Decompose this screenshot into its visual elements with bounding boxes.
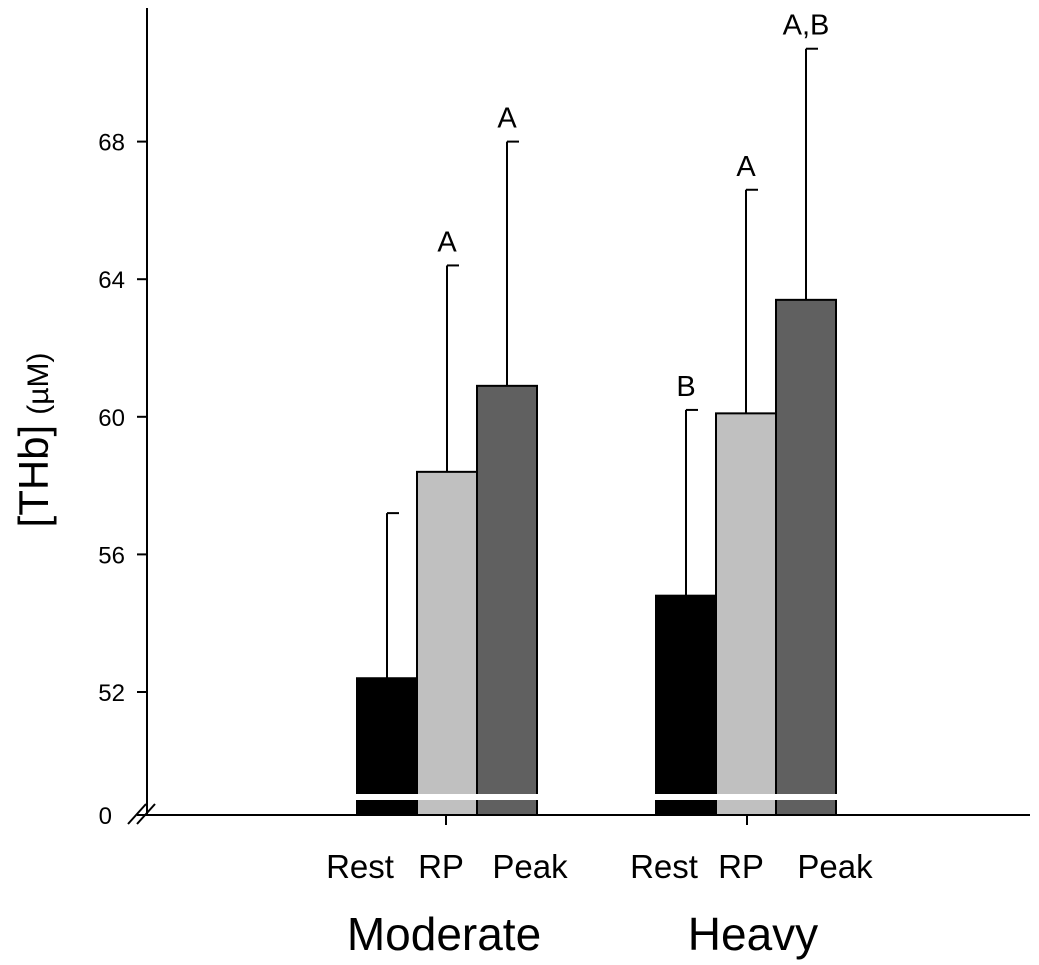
y-tick-label: 60 [98,405,125,432]
bar-heavy-rest [655,594,717,816]
bar-category-label: Rest [326,848,394,885]
y-tick-label: 52 [98,680,125,707]
y-tick-label: 56 [98,542,125,569]
significance-label: A [497,103,517,135]
axis-break-band [654,794,838,800]
bar-heavy-peak [775,298,837,816]
bar-category-label: Peak [492,848,568,885]
significance-label: A [437,226,457,258]
labels-layer: Rest A RP A Peak Moderate B Rest A RP A,B Peak Heavy… [98,10,873,960]
y-axis-title-unit: (µM) [22,353,55,415]
significance-label: A,B [783,10,830,42]
y-tick-label: 68 [98,130,125,157]
bar-category-label: RP [418,848,464,885]
bar-moderate-rp [416,470,478,816]
bar-moderate-rest [356,677,418,816]
y-axis-title-main: [THb] [10,425,57,528]
bar-category-label: RP [718,848,764,885]
group-label-heavy: Heavy [688,908,818,960]
group-label-moderate: Moderate [347,908,541,960]
bar-heavy-rp [715,412,777,816]
error-bars-layer [386,47,818,679]
axis-break-mark [136,803,156,825]
significance-label: B [676,371,695,403]
y-tick-label: 64 [98,267,125,294]
bar-moderate-peak [476,384,538,816]
significance-label: A [736,151,756,183]
y-axis-title: [THb] (µM) [10,353,57,528]
y-baseline-label: 0 [99,803,112,830]
axis-break-mark [127,803,147,825]
axes-layer [127,8,1030,825]
bar-category-label: Peak [797,848,873,885]
bars-layer [355,298,838,816]
axis-break-band [355,794,539,800]
bar-category-label: Rest [630,848,698,885]
